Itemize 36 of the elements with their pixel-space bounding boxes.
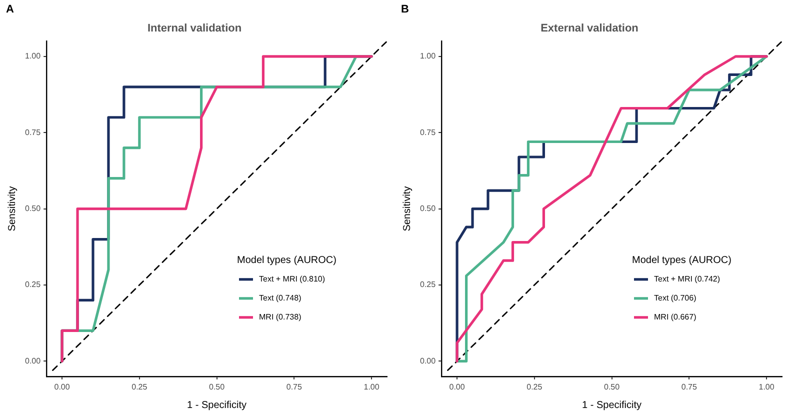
x-tick-label: 0.50 (208, 382, 226, 392)
text: B (401, 4, 409, 16)
y-axis-title: Sensitivity (402, 186, 413, 232)
y-tick-label: 0.75 (420, 128, 436, 137)
x-axis-title: 1 - Specificity (582, 400, 642, 411)
y-tick-label: 0.00 (24, 356, 42, 366)
x-axis-title: 1 - Specificity (187, 400, 247, 411)
x-tick-label: 1.00 (364, 382, 380, 392)
y-tick-label: 0.25 (420, 280, 436, 290)
legend-label: Text + MRI (0.810) (259, 274, 326, 284)
x-tick-label: 0.50 (604, 382, 620, 392)
x-tick-label: 0.25 (132, 382, 148, 392)
legend-label: MRI (0.738) (259, 312, 302, 322)
legend-label: Text + MRI (0.742) (654, 274, 720, 284)
legend-label: MRI (0.667) (654, 312, 697, 322)
legend-title: Model types (AUROC) (632, 255, 732, 266)
legend-label: Text (0.748) (259, 294, 302, 303)
x-tick-label: 0.00 (449, 382, 466, 392)
x-tick-label: 0.75 (681, 382, 698, 392)
y-tick-label: 0.25 (24, 280, 42, 290)
y-tick-label: 0.50 (420, 204, 436, 214)
y-tick-label: 0.50 (24, 204, 42, 214)
legend-title: Model types (AUROC) (237, 255, 336, 266)
y-tick-label: 0.00 (420, 356, 436, 366)
x-tick-label: 0.00 (54, 382, 70, 392)
x-tick-label: 0.25 (526, 382, 543, 392)
legend-label: Text (0.706) (654, 294, 697, 303)
chart-title: External validation (540, 22, 639, 35)
chart-title: Internal validation (147, 22, 242, 35)
x-tick-label: 1.00 (758, 382, 775, 392)
y-axis-title: Sensitivity (6, 186, 18, 232)
text: A (6, 4, 14, 16)
y-tick-label: 0.75 (24, 128, 42, 137)
x-tick-label: 0.75 (286, 382, 302, 392)
y-tick-label: 1.00 (420, 52, 436, 61)
y-tick-label: 1.00 (24, 52, 42, 61)
